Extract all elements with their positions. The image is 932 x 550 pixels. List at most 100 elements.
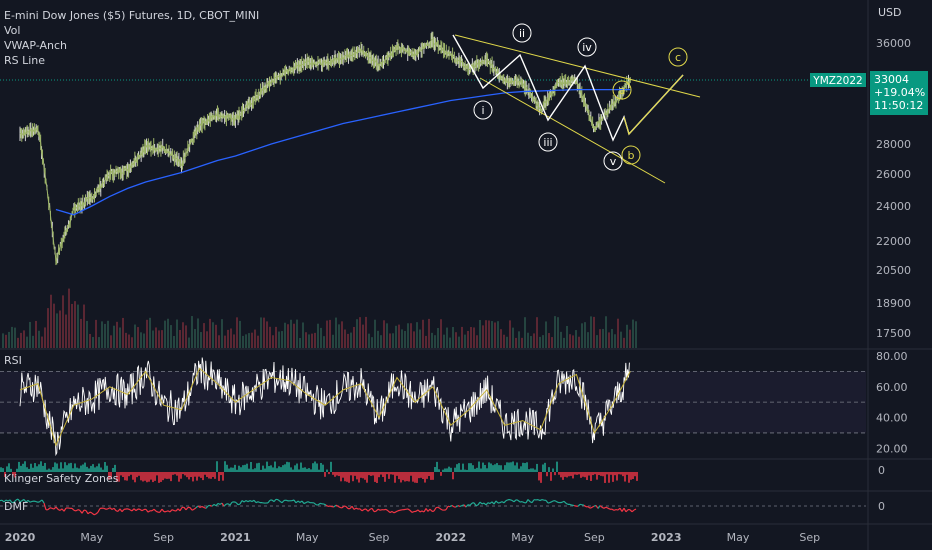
klinger-bar [548, 467, 550, 472]
dmf-segment [549, 501, 553, 504]
dmf-segment [209, 504, 213, 507]
dmf-segment [623, 507, 627, 513]
klinger-bar [68, 463, 70, 472]
klinger-bar [38, 464, 40, 472]
dmf-segment [77, 509, 81, 511]
klinger-bar [46, 469, 48, 472]
klinger-bar [378, 472, 380, 478]
klinger-bar [140, 472, 142, 481]
dmf-segment [299, 500, 303, 503]
volume-bar [416, 322, 418, 348]
klinger-bar [28, 468, 30, 472]
volume-bar [449, 337, 451, 348]
dmf-segment [599, 505, 603, 508]
klinger-bar [264, 468, 266, 472]
wave-label: c [675, 51, 681, 64]
dmf-segment [93, 513, 97, 516]
klinger-bar [470, 463, 472, 472]
klinger-bar [534, 469, 536, 472]
volume-bar [83, 304, 85, 348]
klinger-bar [598, 472, 600, 476]
klinger-bar [586, 472, 588, 480]
wave-label-circle [668, 47, 688, 67]
klinger-bar [620, 472, 622, 475]
klinger-bar [584, 472, 586, 478]
dmf-segment [465, 504, 469, 508]
dmf-segment [615, 508, 619, 511]
klinger-bar [622, 472, 624, 477]
klinger-bar [64, 462, 66, 472]
volume-bar [371, 337, 373, 348]
volume-bar [245, 334, 247, 348]
klinger-bar [466, 469, 468, 472]
volume-bar [572, 335, 574, 348]
klinger-bar [12, 472, 14, 476]
abc-path [623, 74, 684, 136]
dmf-segment [109, 507, 113, 510]
dmf-segment [333, 504, 337, 508]
indicator-rs-line[interactable]: RS Line [4, 54, 46, 67]
klinger-bar [134, 472, 136, 483]
volume-bar [80, 318, 82, 348]
klinger-bar [220, 472, 222, 476]
dmf-segment [473, 502, 477, 506]
dmf-segment [107, 507, 111, 510]
indicator-vwap[interactable]: VWAP-Anch [4, 39, 67, 52]
dmf-segment [37, 500, 41, 503]
klinger-bar [214, 472, 216, 479]
klinger-bar [412, 472, 414, 482]
dmf-segment [273, 498, 277, 503]
dmf-segment [91, 512, 95, 516]
dmf-segment [371, 508, 375, 512]
wave-label: b [628, 149, 635, 162]
volume-bar [38, 330, 40, 348]
klinger-bar [190, 472, 192, 478]
wave-label: v [610, 155, 617, 168]
volume-bar [398, 324, 400, 348]
volume-bar [305, 332, 307, 348]
klinger-bar [338, 472, 340, 477]
klinger-bar [576, 472, 578, 475]
dmf-segment [81, 509, 85, 514]
klinger-bar [524, 463, 526, 472]
klinger-bar [628, 472, 630, 483]
price-tick-label: 22000 [876, 235, 911, 248]
volume-bar [413, 331, 415, 348]
rsi-ma-line [19, 367, 631, 447]
klinger-bar [174, 472, 176, 475]
volume-bar [8, 331, 10, 348]
klinger-bar [192, 472, 194, 482]
klinger-bar [136, 472, 138, 478]
dmf-segment [57, 508, 61, 511]
dmf-segment [127, 508, 131, 511]
dmf-segment [73, 509, 77, 512]
volume-bar [434, 335, 436, 348]
klinger-bar [408, 472, 410, 482]
klinger-bar [88, 468, 90, 472]
volume-bar [515, 337, 517, 348]
volume-bar [488, 320, 490, 348]
klinger-bar [284, 464, 286, 472]
volume-bar [26, 336, 28, 348]
volume-bar [374, 319, 376, 348]
volume-bar [476, 335, 478, 348]
klinger-bar [302, 467, 304, 472]
klinger-bar [62, 468, 64, 472]
dmf-segment [75, 509, 79, 512]
volume-bar [494, 322, 496, 348]
volume-bar [329, 319, 331, 348]
klinger-bar [438, 469, 440, 472]
klinger-bar [508, 462, 510, 472]
klinger-bar [358, 472, 360, 483]
klinger-bar [236, 469, 238, 472]
dmf-segment [459, 505, 463, 507]
klinger-bar [550, 472, 552, 481]
volume-bar [233, 334, 235, 348]
klinger-bar [98, 463, 100, 472]
indicator-vol[interactable]: Vol [4, 24, 21, 37]
klinger-bar [476, 467, 478, 472]
volume-bar [605, 316, 607, 348]
dmf-segment [59, 508, 63, 511]
klinger-bar [580, 472, 582, 478]
symbol-title[interactable]: E-mini Dow Jones ($5) Futures, 1D, CBOT_… [4, 9, 260, 22]
